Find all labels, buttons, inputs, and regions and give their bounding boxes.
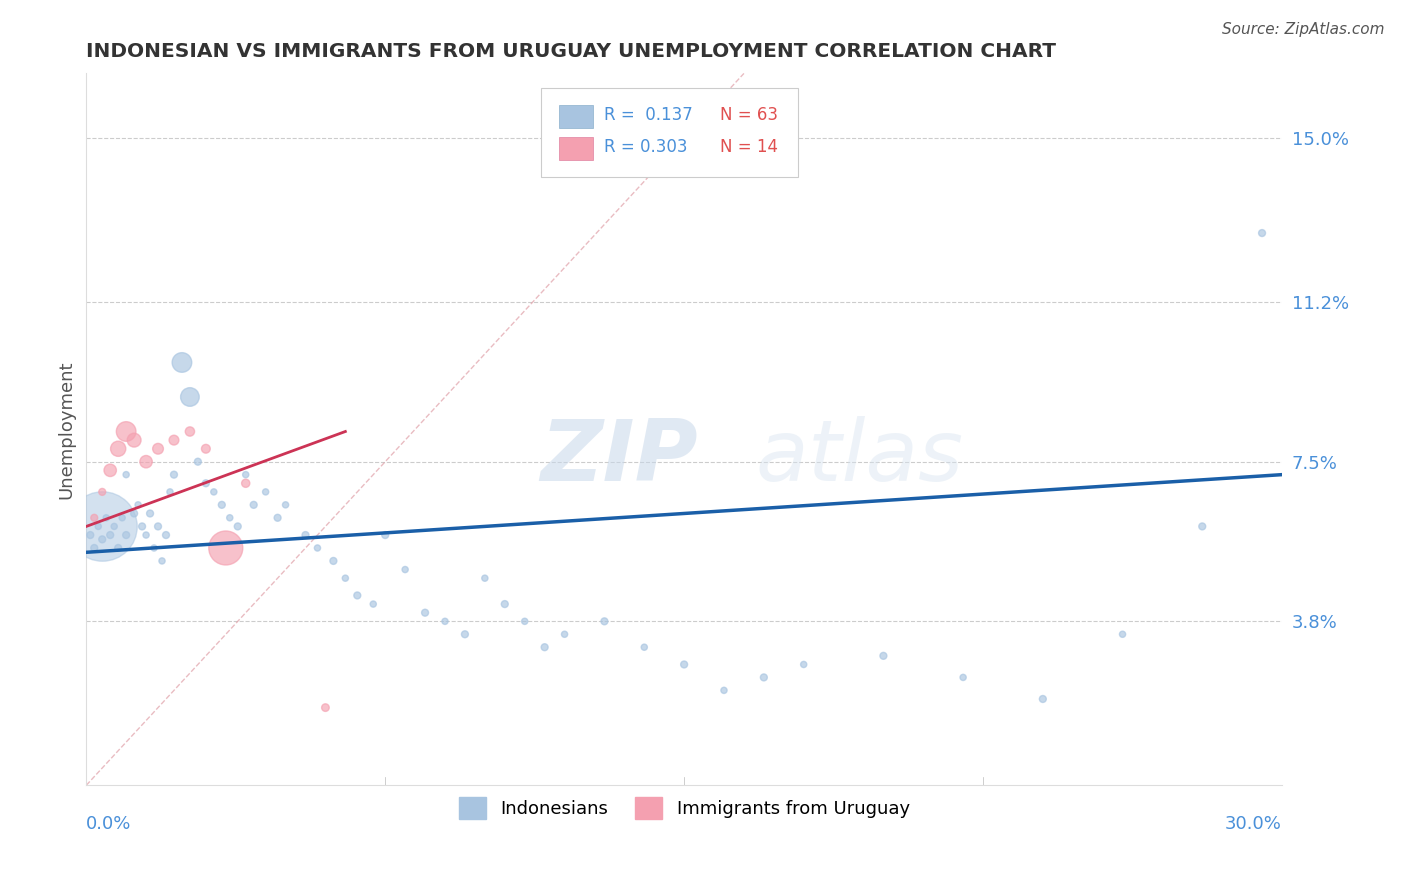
Point (211, 498, 233, 512)
Point (1191, 519, 1213, 533)
Point (593, 615, 616, 629)
Point (115, 528, 138, 542)
Point (91, 533, 114, 547)
Point (187, 455, 209, 469)
Point (163, 433, 186, 447)
Point (96, 510, 118, 524)
Point (793, 657, 815, 672)
Point (127, 498, 149, 512)
Point (87, 519, 110, 533)
Point (115, 467, 138, 482)
FancyBboxPatch shape (541, 87, 797, 177)
Point (179, 390, 201, 404)
Point (314, 700, 336, 714)
Point (254, 484, 277, 499)
Point (150, 554, 173, 568)
Point (1111, 627, 1133, 641)
Legend: Indonesians, Immigrants from Uruguay: Indonesians, Immigrants from Uruguay (451, 789, 917, 826)
Point (179, 425, 201, 439)
Point (413, 606, 436, 620)
Text: N = 63: N = 63 (720, 106, 778, 124)
Point (194, 476, 217, 491)
Point (91, 519, 114, 533)
Point (454, 627, 477, 641)
Y-axis label: Unemployment: Unemployment (58, 360, 75, 499)
Point (266, 510, 288, 524)
Point (163, 467, 186, 482)
Point (361, 597, 384, 611)
Point (194, 442, 217, 456)
Point (111, 510, 134, 524)
Point (146, 519, 169, 533)
Text: 0.0%: 0.0% (86, 815, 132, 833)
Point (474, 571, 496, 585)
Text: ZIP: ZIP (541, 417, 699, 500)
Point (83, 541, 105, 555)
Point (218, 510, 240, 524)
Text: N = 14: N = 14 (720, 137, 778, 156)
Point (554, 627, 576, 641)
Text: R = 0.303: R = 0.303 (605, 137, 688, 156)
Point (713, 683, 735, 698)
Point (952, 670, 974, 684)
Point (202, 484, 225, 499)
Text: Source: ZipAtlas.com: Source: ZipAtlas.com (1222, 22, 1385, 37)
Point (494, 597, 516, 611)
Point (79, 528, 101, 542)
Point (1251, 226, 1274, 240)
Point (394, 563, 416, 577)
Point (135, 455, 157, 469)
Point (235, 467, 257, 482)
Point (235, 476, 257, 491)
Point (143, 541, 166, 555)
FancyBboxPatch shape (558, 137, 593, 161)
Text: INDONESIAN VS IMMIGRANTS FROM URUGUAY UNEMPLOYMENT CORRELATION CHART: INDONESIAN VS IMMIGRANTS FROM URUGUAY UN… (86, 42, 1056, 61)
Point (131, 519, 153, 533)
Point (335, 571, 357, 585)
Point (115, 425, 138, 439)
FancyBboxPatch shape (558, 105, 593, 128)
Point (433, 615, 456, 629)
Point (346, 589, 368, 603)
Point (242, 498, 264, 512)
Point (135, 528, 157, 542)
Point (98, 463, 121, 477)
Point (274, 498, 297, 512)
Point (872, 648, 894, 663)
Point (307, 541, 329, 555)
Point (159, 484, 181, 499)
Point (513, 615, 536, 629)
Point (633, 640, 655, 655)
Text: 30.0%: 30.0% (1225, 815, 1282, 833)
Point (752, 670, 775, 684)
Point (139, 507, 162, 521)
Point (98, 528, 121, 542)
Point (294, 528, 316, 542)
Point (146, 442, 169, 456)
Text: R =  0.137: R = 0.137 (605, 106, 693, 124)
Point (155, 528, 177, 542)
Point (107, 541, 129, 555)
Point (226, 519, 249, 533)
Point (107, 442, 129, 456)
Point (103, 519, 125, 533)
Point (122, 507, 145, 521)
Point (1032, 692, 1054, 706)
Point (673, 657, 696, 672)
Point (322, 554, 344, 568)
Point (374, 528, 396, 542)
Point (170, 355, 193, 369)
Point (215, 541, 238, 555)
Point (122, 433, 145, 447)
Point (91, 484, 114, 499)
Point (533, 640, 555, 655)
Point (83, 510, 105, 524)
Text: atlas: atlas (756, 417, 965, 500)
